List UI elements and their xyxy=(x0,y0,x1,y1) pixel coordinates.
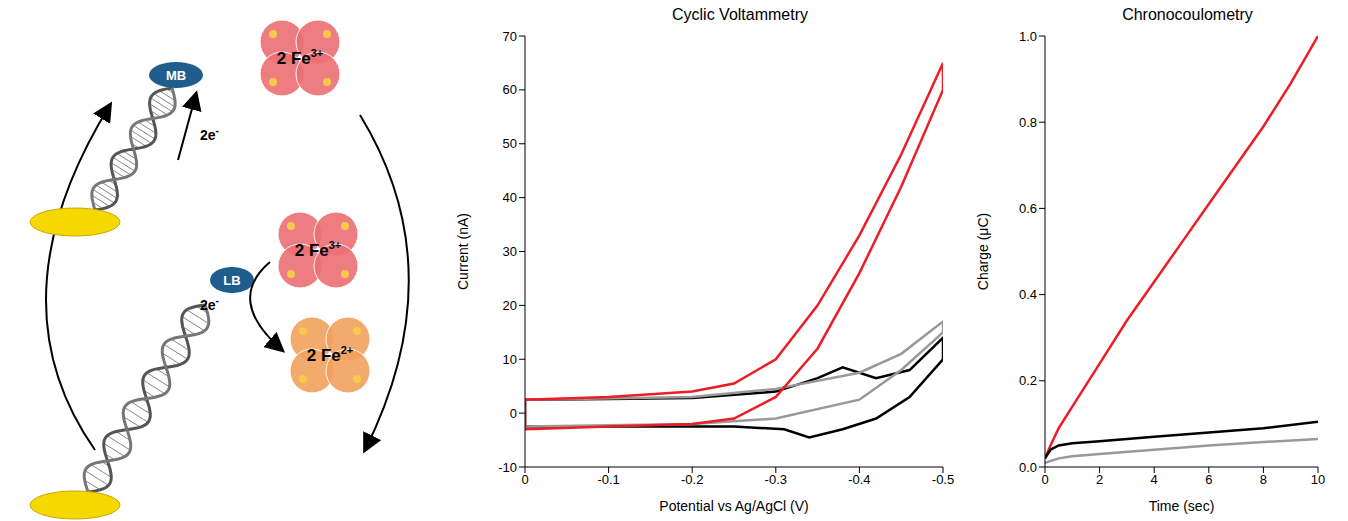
svg-text:60: 60 xyxy=(503,82,517,97)
svg-text:8: 8 xyxy=(1260,472,1267,487)
svg-text:-0.4: -0.4 xyxy=(848,472,870,487)
svg-text:-10: -10 xyxy=(498,460,517,475)
svg-text:6: 6 xyxy=(1205,472,1212,487)
svg-text:Time (sec): Time (sec) xyxy=(1149,498,1215,514)
svg-text:2e-: 2e- xyxy=(200,295,219,313)
svg-text:Charge (μC): Charge (μC) xyxy=(975,213,991,290)
svg-text:70: 70 xyxy=(503,30,517,44)
svg-text:MB: MB xyxy=(166,68,186,83)
svg-text:2e-: 2e- xyxy=(200,125,219,143)
svg-text:-0.1: -0.1 xyxy=(597,472,619,487)
svg-text:-0.2: -0.2 xyxy=(681,472,703,487)
svg-text:20: 20 xyxy=(503,298,517,313)
html-text:Chronocoulometry: Chronocoulometry xyxy=(1122,6,1253,23)
html-text:Cyclic Voltammetry: Cyclic Voltammetry xyxy=(672,6,808,23)
svg-text:0: 0 xyxy=(510,406,517,421)
svg-text:0.2: 0.2 xyxy=(1019,373,1037,388)
svg-text:0.8: 0.8 xyxy=(1019,115,1037,130)
svg-text:1.0: 1.0 xyxy=(1019,30,1037,44)
svg-text:40: 40 xyxy=(503,190,517,205)
svg-text:2: 2 xyxy=(1096,472,1103,487)
svg-text:LB: LB xyxy=(223,273,240,288)
svg-text:2 Fe3+: 2 Fe3+ xyxy=(295,239,342,260)
svg-text:0.6: 0.6 xyxy=(1019,201,1037,216)
svg-text:2 Fe3+: 2 Fe3+ xyxy=(277,47,324,68)
svg-text:Potential vs Ag/AgCl (V): Potential vs Ag/AgCl (V) xyxy=(659,498,808,514)
svg-text:0: 0 xyxy=(521,472,528,487)
svg-text:30: 30 xyxy=(503,244,517,259)
svg-text:10: 10 xyxy=(503,352,517,367)
svg-text:0.4: 0.4 xyxy=(1019,287,1037,302)
svg-text:-0.3: -0.3 xyxy=(765,472,787,487)
svg-text:4: 4 xyxy=(1151,472,1158,487)
svg-text:50: 50 xyxy=(503,136,517,151)
svg-text:2 Fe2+: 2 Fe2+ xyxy=(307,344,354,365)
svg-text:Current (nA): Current (nA) xyxy=(455,213,471,290)
svg-text:10: 10 xyxy=(1311,472,1325,487)
svg-text:0: 0 xyxy=(1041,472,1048,487)
svg-text:-0.5: -0.5 xyxy=(932,472,954,487)
svg-text:0.0: 0.0 xyxy=(1019,460,1037,475)
